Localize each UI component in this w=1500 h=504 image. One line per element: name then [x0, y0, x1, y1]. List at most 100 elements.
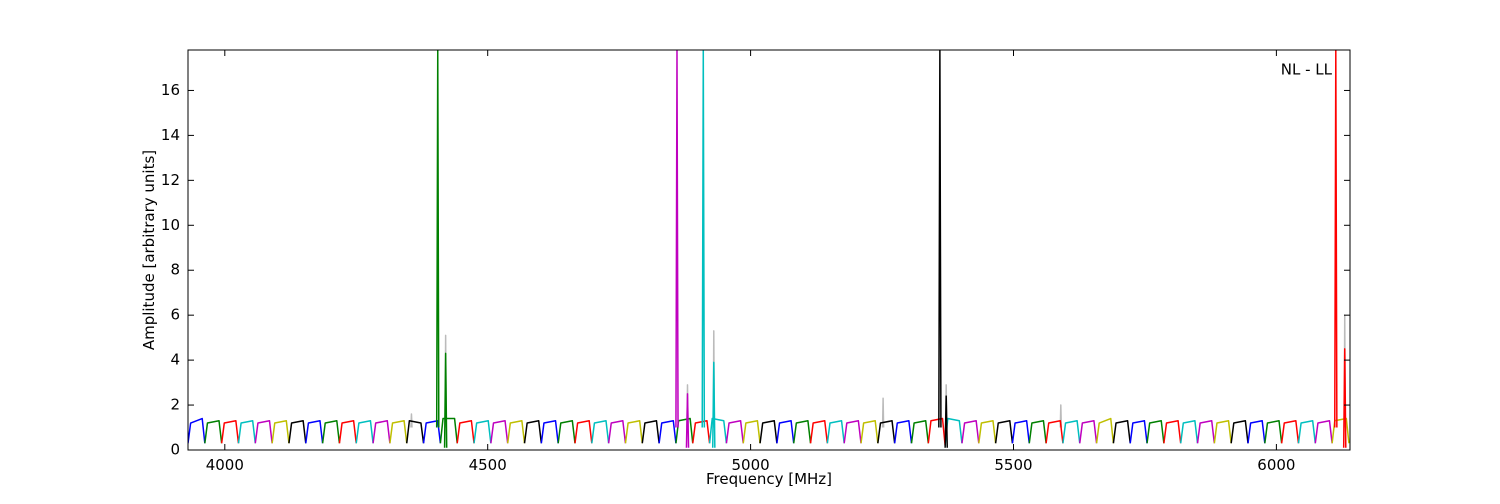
- x-tick-label: 4500: [469, 456, 507, 474]
- series-line: [254, 420, 273, 444]
- series-line: [1297, 420, 1317, 444]
- x-tick-label: 5500: [994, 456, 1032, 474]
- series-line: [1112, 420, 1131, 444]
- series-line: [624, 420, 644, 444]
- series-line: [443, 352, 448, 448]
- series-line: [1059, 404, 1063, 428]
- series-line: [742, 420, 761, 444]
- series-line: [1331, 417, 1350, 444]
- series-line: [1342, 348, 1347, 448]
- series-line: [305, 420, 324, 444]
- x-axis-label: Frequency [MHz]: [706, 470, 832, 488]
- y-axis-label: Amplitude [arbitrary units]: [140, 150, 158, 350]
- series-line: [338, 420, 357, 444]
- series-line: [591, 420, 610, 444]
- y-tick-label: 14: [161, 126, 180, 144]
- series-line: [220, 420, 240, 444]
- y-tick-label: 16: [161, 81, 180, 99]
- series-line: [456, 420, 475, 444]
- series-line: [881, 397, 885, 428]
- series-line: [1280, 420, 1300, 444]
- series-line: [826, 420, 845, 444]
- y-tick-label: 6: [170, 306, 180, 324]
- series-line: [607, 420, 627, 444]
- y-tick-label: 12: [161, 171, 180, 189]
- series-line: [701, 50, 706, 428]
- series-line: [237, 420, 257, 444]
- series-line: [843, 420, 862, 444]
- series-line: [910, 420, 930, 444]
- series-line: [1095, 417, 1115, 444]
- series-line: [1011, 420, 1031, 444]
- series-line: [944, 395, 948, 448]
- series-line: [938, 50, 942, 428]
- series-line: [893, 420, 913, 444]
- series-line: [1247, 420, 1266, 444]
- y-tick-label: 8: [170, 261, 180, 279]
- x-tick-label: 6000: [1257, 456, 1295, 474]
- y-tick-label: 0: [170, 441, 180, 459]
- series-line: [405, 420, 425, 444]
- series-line: [1163, 420, 1182, 444]
- x-tick-label: 5000: [732, 456, 770, 474]
- series-line: [1146, 420, 1165, 444]
- series-line: [1264, 420, 1283, 444]
- series-line: [1196, 420, 1216, 444]
- series-line: [809, 420, 829, 444]
- series-line: [658, 420, 677, 444]
- series-line: [1129, 420, 1148, 444]
- series-line: [1314, 420, 1333, 444]
- series-line: [1213, 420, 1232, 444]
- series-line: [675, 50, 679, 428]
- series-line: [355, 420, 374, 444]
- series-line: [708, 417, 728, 444]
- series-line: [1179, 420, 1199, 444]
- series-line: [435, 50, 440, 428]
- series-line: [204, 420, 223, 444]
- series-line: [1334, 50, 1338, 428]
- y-tick-label: 2: [170, 396, 180, 414]
- series-line: [1062, 420, 1081, 444]
- series-line: [557, 420, 576, 444]
- series-line: [860, 420, 879, 444]
- series-line: [540, 420, 559, 444]
- series-line: [1230, 420, 1249, 444]
- series-line: [389, 420, 408, 444]
- plot-area: [188, 50, 1350, 448]
- series-line: [271, 420, 290, 444]
- axes-frame: [187, 49, 1351, 451]
- series-line: [473, 420, 492, 444]
- series-line: [759, 420, 778, 444]
- series-line: [1028, 420, 1047, 444]
- series-line: [675, 417, 694, 444]
- series-line: [692, 420, 711, 444]
- series-line: [877, 420, 896, 444]
- series-line: [685, 393, 690, 448]
- series-line: [422, 420, 442, 444]
- series-line: [978, 420, 997, 444]
- series-line: [776, 420, 795, 444]
- series-line: [994, 420, 1014, 444]
- series-line: [321, 420, 341, 444]
- x-tick-label: 4000: [206, 456, 244, 474]
- series-line: [490, 420, 509, 444]
- series-line: [523, 420, 543, 444]
- series-line: [641, 420, 660, 444]
- series-line: [574, 420, 593, 444]
- series-line: [410, 413, 413, 428]
- y-tick-label: 10: [161, 216, 180, 234]
- series-line: [288, 420, 307, 444]
- series-line: [725, 420, 744, 444]
- series-line: [1078, 420, 1098, 444]
- series-line: [711, 361, 716, 448]
- series-line: [961, 420, 980, 444]
- series-line: [372, 420, 391, 444]
- series-line: [1045, 420, 1064, 444]
- series-line: [188, 417, 206, 444]
- series-line: [792, 420, 812, 444]
- series-line: [439, 417, 458, 444]
- series-line: [927, 417, 946, 446]
- annotation: NL - LL: [1281, 61, 1333, 79]
